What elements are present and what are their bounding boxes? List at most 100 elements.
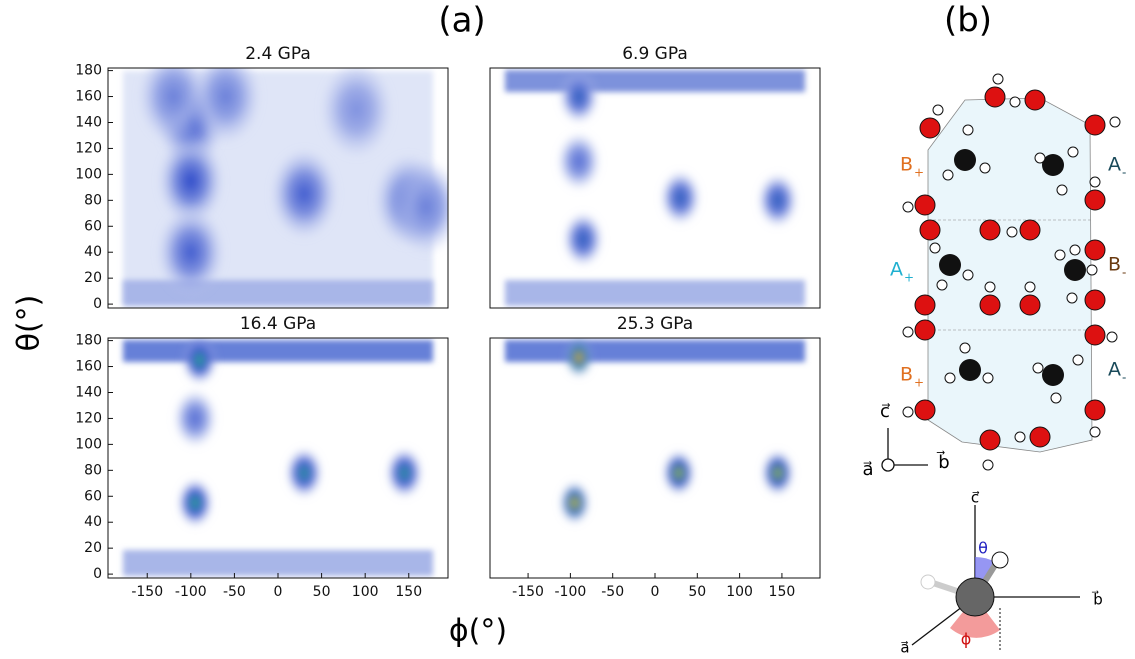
x-tick-label: 0 — [274, 584, 283, 600]
density-peak — [564, 338, 594, 379]
y-tick-label: 40 — [84, 244, 102, 260]
density-peak — [285, 447, 323, 499]
y-tick-label: 160 — [75, 89, 102, 105]
panel-label: (b) — [944, 1, 992, 41]
phi-label: ϕ — [961, 630, 972, 649]
axis-label: c⃗ — [971, 489, 980, 507]
density-peak — [557, 132, 601, 191]
density — [123, 68, 448, 306]
x-tick-label: -150 — [131, 584, 163, 600]
density-peak — [320, 68, 393, 158]
bottom-band — [123, 550, 433, 576]
density-peak — [761, 449, 795, 496]
top-band — [505, 340, 805, 362]
site-label: A — [890, 259, 903, 281]
y-tick-label: 180 — [75, 333, 102, 349]
panel-title: 25.3 GPa — [617, 314, 693, 334]
y-tick-label: 40 — [84, 514, 102, 530]
y-tick-label: 100 — [75, 166, 102, 182]
hydrogen-atom — [991, 551, 1009, 569]
site-label-sub: + — [914, 166, 924, 180]
site-label: B — [1108, 254, 1121, 276]
panel-title: 6.9 GPa — [622, 44, 688, 64]
density-peak — [391, 159, 448, 255]
density-peak — [662, 449, 696, 496]
axis-label: a⃗ — [900, 639, 909, 656]
y-tick-label: 160 — [75, 359, 102, 375]
heatmap-panel: 6.9 GPa — [489, 44, 821, 309]
crystal-diagram — [881, 73, 1121, 650]
y-tick-label: 80 — [84, 462, 102, 478]
hydrogen-atoms — [902, 73, 1121, 471]
y-tick-label: 20 — [84, 270, 102, 286]
methyl-hydrogens — [929, 124, 1098, 404]
x-tick-label: -50 — [223, 584, 246, 600]
y-tick-label: 140 — [75, 114, 102, 130]
x-tick-label: 100 — [352, 584, 379, 600]
y-tick-label: 140 — [75, 384, 102, 400]
carbon-atoms — [939, 149, 1086, 386]
x-tick-label: 50 — [313, 584, 331, 600]
x-tick-label: 150 — [769, 584, 796, 600]
density-peak — [757, 173, 798, 228]
axis-label: b⃗ — [1091, 590, 1103, 609]
panel-title: 16.4 GPa — [240, 314, 316, 334]
top-band — [123, 340, 433, 362]
oxygen-atoms — [914, 86, 1106, 451]
density-peak — [181, 338, 218, 385]
site-label-sub: - — [1122, 371, 1126, 385]
x-tick-label: -100 — [175, 584, 207, 600]
density-peak — [558, 69, 599, 124]
density-peak — [563, 212, 604, 267]
density-peak — [385, 447, 423, 499]
heatmap-panel: 2.4 GPa 0 20 40 60 80 100 120 140 160 180 — [75, 44, 449, 312]
density-peak — [158, 136, 224, 226]
y-tick-label: 80 — [84, 192, 102, 208]
hydrogen-atom — [920, 574, 936, 590]
density — [505, 69, 805, 306]
x-tick-label: 50 — [688, 584, 706, 600]
density-peak — [177, 477, 214, 528]
density-peak — [190, 68, 261, 144]
top-band — [505, 70, 805, 92]
density-peak — [270, 148, 338, 240]
panel-title: 2.4 GPa — [245, 44, 311, 64]
density-peak — [138, 68, 209, 144]
heatmap-panel: 16.4 GPa 0 20 40 60 80 100 120 140 160 180 -150 -100… — [75, 314, 449, 600]
carbon-atom — [955, 577, 995, 617]
x-tick-label: 150 — [395, 584, 422, 600]
site-label: B — [900, 364, 913, 386]
site-label-sub: - — [1122, 266, 1126, 280]
density-peak — [559, 480, 591, 525]
site-label-sub: + — [904, 271, 914, 285]
y-tick-label: 20 — [84, 540, 102, 556]
site-label: B — [900, 154, 913, 176]
y-tick-label: 60 — [84, 488, 102, 504]
x-tick-label: 0 — [651, 584, 660, 600]
x-tick-label: -150 — [512, 584, 544, 600]
y-tick-label: 0 — [93, 566, 102, 582]
site-label-sub: + — [914, 376, 924, 390]
y-tick-label: 0 — [93, 296, 102, 312]
y-axis-label: θ(°) — [12, 295, 47, 352]
heatmap-panel: 25.3 GPa -150 -100 -50 0 50 100 150 — [489, 314, 821, 600]
x-tick-label: -100 — [554, 584, 586, 600]
plot-frame — [107, 67, 449, 309]
density-peak — [173, 389, 217, 448]
density — [123, 338, 433, 576]
theta-label: θ — [978, 539, 988, 558]
y-tick-label: 120 — [75, 410, 102, 426]
axis-label: a⃗ — [862, 459, 873, 480]
panel-label: (a) — [438, 1, 485, 41]
plot-frame — [489, 67, 821, 309]
bottom-band — [505, 280, 805, 306]
x-axis-label: ϕ(°) — [449, 614, 507, 649]
density — [505, 338, 805, 525]
x-tick-label: 100 — [726, 584, 753, 600]
density-peak — [660, 170, 701, 225]
density-peak — [157, 206, 225, 298]
site-label: A — [1108, 154, 1121, 176]
site-label-sub: - — [1122, 166, 1126, 180]
